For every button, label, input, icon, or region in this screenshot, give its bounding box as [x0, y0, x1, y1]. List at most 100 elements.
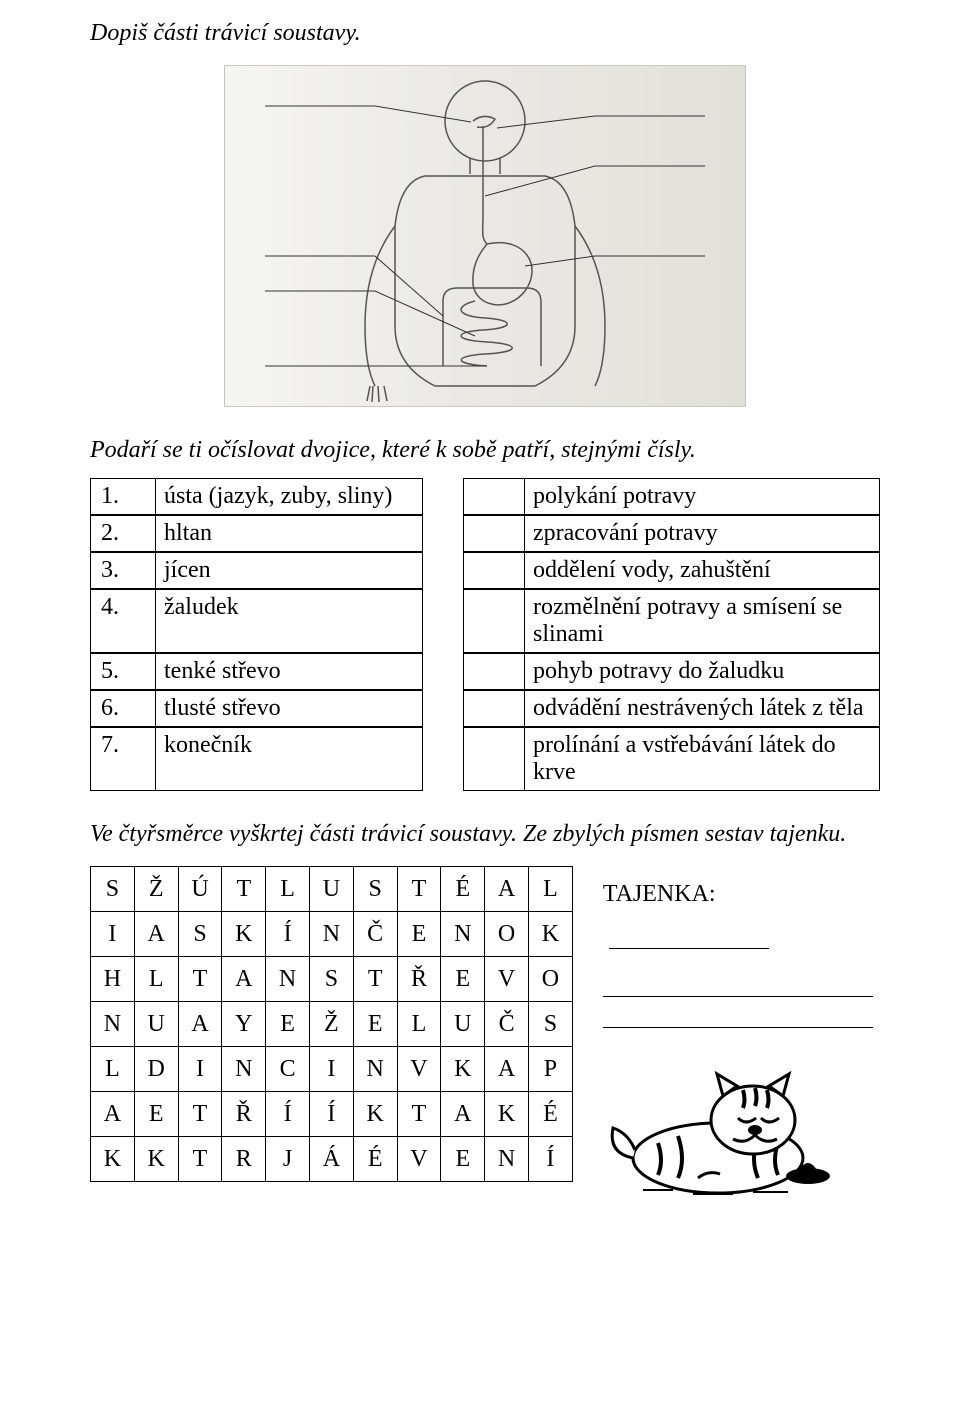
- grid-cell[interactable]: T: [178, 1137, 222, 1182]
- grid-cell[interactable]: U: [309, 867, 353, 912]
- grid-cell[interactable]: P: [528, 1047, 572, 1092]
- match-row: 1.ústa (jazyk, zuby, sliny) polykání pot…: [90, 478, 880, 515]
- grid-cell[interactable]: E: [441, 957, 485, 1002]
- grid-cell[interactable]: N: [91, 1002, 135, 1047]
- grid-cell[interactable]: H: [91, 957, 135, 1002]
- grid-cell[interactable]: K: [485, 1092, 529, 1137]
- grid-cell[interactable]: N: [309, 912, 353, 957]
- grid-cell[interactable]: S: [528, 1002, 572, 1047]
- grid-cell[interactable]: E: [441, 1137, 485, 1182]
- grid-cell[interactable]: U: [441, 1002, 485, 1047]
- grid-row: IASKÍNČENOK: [91, 912, 573, 957]
- grid-cell[interactable]: Y: [222, 1002, 266, 1047]
- grid-cell[interactable]: T: [178, 1092, 222, 1137]
- gap: [423, 552, 463, 589]
- tajenka-blank-3[interactable]: [603, 1005, 873, 1028]
- grid-cell[interactable]: A: [178, 1002, 222, 1047]
- grid-cell[interactable]: L: [397, 1002, 441, 1047]
- grid-cell[interactable]: J: [266, 1137, 310, 1182]
- grid-cell[interactable]: Ž: [309, 1002, 353, 1047]
- grid-cell[interactable]: I: [309, 1047, 353, 1092]
- grid-cell[interactable]: S: [353, 867, 397, 912]
- grid-cell[interactable]: É: [528, 1092, 572, 1137]
- grid-cell[interactable]: E: [134, 1092, 178, 1137]
- answer-box[interactable]: [463, 690, 525, 727]
- grid-cell[interactable]: K: [441, 1047, 485, 1092]
- grid-cell[interactable]: V: [397, 1047, 441, 1092]
- grid-cell[interactable]: T: [178, 957, 222, 1002]
- grid-cell[interactable]: É: [441, 867, 485, 912]
- tajenka-blank-2[interactable]: [603, 974, 873, 997]
- grid-cell[interactable]: Č: [353, 912, 397, 957]
- grid-row: AETŘÍÍKTAKÉ: [91, 1092, 573, 1137]
- grid-cell[interactable]: R: [222, 1137, 266, 1182]
- grid-row: NUAYEŽELUČS: [91, 1002, 573, 1047]
- answer-box[interactable]: [463, 653, 525, 690]
- grid-cell[interactable]: Č: [485, 1002, 529, 1047]
- grid-cell[interactable]: L: [91, 1047, 135, 1092]
- grid-cell[interactable]: S: [178, 912, 222, 957]
- grid-cell[interactable]: Í: [309, 1092, 353, 1137]
- grid-cell[interactable]: K: [528, 912, 572, 957]
- tajenka-blank-1[interactable]: [609, 926, 769, 949]
- grid-cell[interactable]: N: [353, 1047, 397, 1092]
- grid-cell[interactable]: E: [353, 1002, 397, 1047]
- grid-cell[interactable]: Í: [266, 1092, 310, 1137]
- grid-cell[interactable]: O: [528, 957, 572, 1002]
- match-term: tenké střevo: [156, 653, 423, 690]
- grid-cell[interactable]: O: [485, 912, 529, 957]
- match-definition: oddělení vody, zahuštění: [525, 552, 880, 589]
- grid-cell[interactable]: V: [397, 1137, 441, 1182]
- grid-cell[interactable]: A: [485, 867, 529, 912]
- grid-cell[interactable]: L: [266, 867, 310, 912]
- grid-cell[interactable]: I: [178, 1047, 222, 1092]
- answer-box[interactable]: [463, 515, 525, 552]
- grid-cell[interactable]: S: [309, 957, 353, 1002]
- grid-cell[interactable]: É: [353, 1137, 397, 1182]
- grid-cell[interactable]: Ž: [134, 867, 178, 912]
- match-number: 2.: [90, 515, 156, 552]
- tajenka-label: TAJENKA:: [603, 881, 716, 907]
- answer-box[interactable]: [463, 727, 525, 791]
- grid-cell[interactable]: A: [134, 912, 178, 957]
- grid-cell[interactable]: C: [266, 1047, 310, 1092]
- answer-box[interactable]: [463, 589, 525, 653]
- grid-cell[interactable]: E: [266, 1002, 310, 1047]
- grid-cell[interactable]: N: [441, 912, 485, 957]
- grid-cell[interactable]: K: [222, 912, 266, 957]
- grid-cell[interactable]: L: [134, 957, 178, 1002]
- grid-cell[interactable]: E: [397, 912, 441, 957]
- grid-cell[interactable]: T: [397, 867, 441, 912]
- grid-cell[interactable]: N: [222, 1047, 266, 1092]
- grid-cell[interactable]: V: [485, 957, 529, 1002]
- match-term: tlusté střevo: [156, 690, 423, 727]
- grid-cell[interactable]: L: [528, 867, 572, 912]
- grid-cell[interactable]: K: [91, 1137, 135, 1182]
- grid-cell[interactable]: K: [134, 1137, 178, 1182]
- answer-box[interactable]: [463, 552, 525, 589]
- grid-cell[interactable]: A: [91, 1092, 135, 1137]
- grid-cell[interactable]: T: [353, 957, 397, 1002]
- grid-cell[interactable]: Ú: [178, 867, 222, 912]
- grid-cell[interactable]: T: [222, 867, 266, 912]
- grid-cell[interactable]: S: [91, 867, 135, 912]
- grid-cell[interactable]: T: [397, 1092, 441, 1137]
- grid-cell[interactable]: Í: [528, 1137, 572, 1182]
- grid-cell[interactable]: Ř: [222, 1092, 266, 1137]
- grid-cell[interactable]: Ř: [397, 957, 441, 1002]
- match-row: 6.tlusté střevo odvádění nestrávených lá…: [90, 690, 880, 727]
- answer-box[interactable]: [463, 478, 525, 515]
- grid-cell[interactable]: K: [353, 1092, 397, 1137]
- grid-cell[interactable]: A: [222, 957, 266, 1002]
- grid-cell[interactable]: N: [485, 1137, 529, 1182]
- match-term: konečník: [156, 727, 423, 791]
- grid-cell[interactable]: U: [134, 1002, 178, 1047]
- grid-cell[interactable]: D: [134, 1047, 178, 1092]
- word-search-grid[interactable]: SŽÚTLUSTÉALIASKÍNČENOKHLTANSTŘEVONUAYEŽE…: [90, 866, 573, 1182]
- grid-cell[interactable]: N: [266, 957, 310, 1002]
- grid-cell[interactable]: Í: [266, 912, 310, 957]
- grid-cell[interactable]: A: [485, 1047, 529, 1092]
- grid-cell[interactable]: I: [91, 912, 135, 957]
- grid-cell[interactable]: A: [441, 1092, 485, 1137]
- grid-cell[interactable]: Á: [309, 1137, 353, 1182]
